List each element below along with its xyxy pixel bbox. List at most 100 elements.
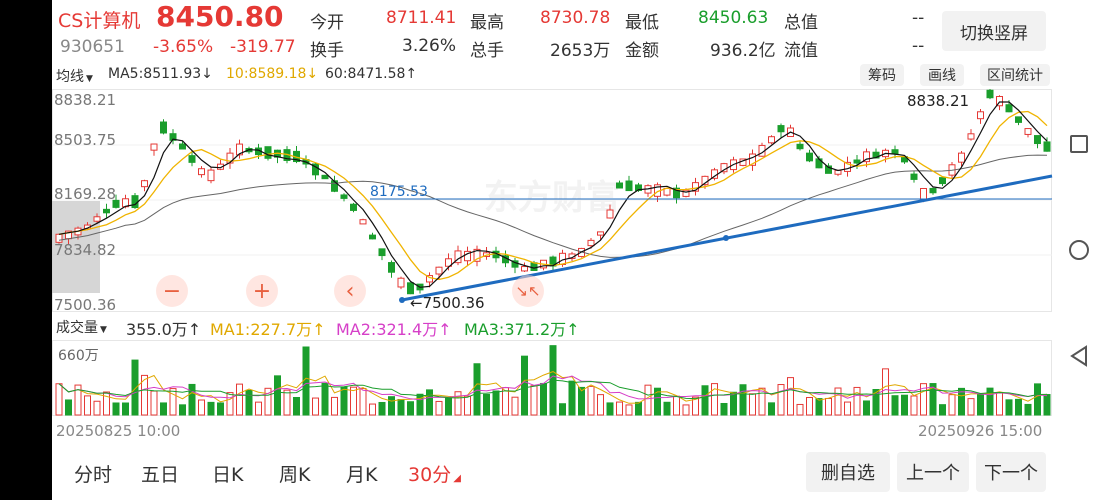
- scroll-handle[interactable]: [52, 201, 100, 293]
- volume-bar: [141, 374, 148, 416]
- ma60-value: 60:8471.58↑: [325, 66, 418, 82]
- volume-bar: [473, 363, 481, 416]
- tab-intraday[interactable]: 分时: [74, 464, 113, 486]
- volume-bar: [625, 404, 633, 416]
- tab-30min-label: 30分: [408, 464, 452, 486]
- volume-bar: [920, 383, 927, 416]
- scroll-left-button[interactable]: ‹: [334, 275, 366, 307]
- ma10-value: 10:8589.18↓: [226, 66, 319, 82]
- remove-favorite-button[interactable]: 删自选: [806, 452, 890, 492]
- stock-code: 930651: [60, 37, 125, 57]
- volume-bars-group: [55, 345, 1051, 416]
- volume-bar: [910, 395, 918, 416]
- stock-name: CS计算机: [58, 10, 141, 32]
- candle: [473, 248, 481, 262]
- volume-bar: [616, 401, 623, 416]
- tab-30min[interactable]: 30分 ◢: [408, 460, 461, 487]
- next-stock-button[interactable]: 下一个: [976, 452, 1046, 492]
- volume-ma2: MA2:321.4万↑: [336, 320, 452, 339]
- horizontal-line-label: 8175.53: [370, 184, 428, 200]
- volume-bar: [103, 391, 110, 416]
- market-cap-value: --: [912, 8, 925, 28]
- open-value: 8711.41: [386, 8, 457, 28]
- candle: [625, 180, 633, 192]
- candle: [967, 133, 975, 140]
- trend-line-handle[interactable]: [723, 235, 729, 241]
- volume-bar: [207, 401, 215, 416]
- tab-five-day[interactable]: 五日: [141, 464, 180, 486]
- candle: [1034, 135, 1041, 145]
- volume-bar: [540, 382, 547, 416]
- volume-bar: [844, 401, 851, 416]
- volume-bar: [122, 402, 129, 416]
- candle: [606, 209, 614, 219]
- candle: [711, 169, 718, 179]
- tab-monthly[interactable]: 月K: [346, 464, 378, 486]
- volume-bar: [369, 403, 376, 416]
- candle: [1024, 128, 1032, 135]
- volume-bar: [1015, 398, 1022, 416]
- zoom-in-button[interactable]: +: [246, 275, 278, 307]
- volume-bar: [996, 392, 1003, 416]
- candle: [920, 187, 927, 201]
- volume-bar: [388, 396, 395, 416]
- volume-selector[interactable]: 成交量 ▼: [56, 317, 107, 337]
- amount-label: 金额: [625, 41, 659, 61]
- volume-bar: [834, 387, 842, 416]
- candle: [530, 262, 538, 271]
- candle: [977, 111, 984, 120]
- back-icon[interactable]: [1069, 345, 1089, 367]
- candle: [188, 155, 196, 163]
- current-price: 8450.80: [156, 0, 284, 33]
- candle: [207, 169, 215, 182]
- volume-bar: [397, 398, 405, 416]
- zoom-out-button[interactable]: −: [156, 275, 188, 307]
- trend-line-handle[interactable]: [399, 297, 405, 303]
- range-stats-button[interactable]: 区间统计: [980, 64, 1050, 86]
- draw-line-button[interactable]: 画线: [920, 64, 964, 86]
- volume-ma1-line: [58, 371, 1048, 404]
- volume-bar: [749, 393, 756, 416]
- hands-value: 2653万: [550, 41, 611, 61]
- chips-button[interactable]: 筹码: [860, 64, 904, 86]
- volume-bar: [340, 386, 348, 416]
- volume-bar: [606, 402, 614, 416]
- tab-weekly[interactable]: 周K: [279, 464, 311, 486]
- volume-ma3: MA3:371.2万↑: [464, 320, 580, 339]
- volume-ma1: MA1:227.7万↑: [210, 320, 326, 339]
- candle: [160, 121, 167, 134]
- volume-bar: [958, 387, 965, 416]
- volume-bar: [274, 375, 281, 416]
- kline-price-chart[interactable]: 东方财富 8175.53 8838.21 8503.75 8169.28 783…: [52, 89, 1053, 314]
- volume-chart[interactable]: 660万: [52, 340, 1053, 417]
- volume-selector-label: 成交量: [56, 320, 98, 336]
- volume-bar: [454, 391, 462, 416]
- candle: [958, 152, 965, 163]
- recent-apps-icon[interactable]: [1070, 135, 1088, 153]
- volume-bar: [787, 377, 794, 416]
- volume-bar: [283, 389, 291, 416]
- tab-daily[interactable]: 日K: [212, 464, 244, 486]
- volume-ma3-line: [58, 379, 1048, 400]
- candle: [635, 184, 642, 191]
- volume-bar: [188, 383, 196, 416]
- low-value: 8450.63: [698, 8, 769, 28]
- ma-selector[interactable]: 均线 ▼: [56, 66, 93, 86]
- amount-value: 936.2亿: [710, 41, 776, 61]
- candle: [388, 262, 395, 273]
- fullscreen-exit-button[interactable]: ↘↖: [512, 275, 544, 307]
- candle: [93, 216, 101, 222]
- candles-group: [55, 89, 1051, 295]
- switch-portrait-button[interactable]: 切换竖屏: [942, 11, 1046, 51]
- volume-bar: [568, 380, 576, 416]
- y-label-2: 8503.75: [54, 131, 116, 149]
- volume-bar: [160, 402, 167, 416]
- previous-stock-button[interactable]: 上一个: [897, 452, 969, 492]
- start-date: 20250825 10:00: [56, 422, 181, 440]
- home-icon[interactable]: [1069, 240, 1089, 260]
- y-label-top: 8838.21: [54, 91, 116, 109]
- candle: [378, 248, 386, 257]
- candle: [863, 151, 870, 163]
- ma5-value: MA5:8511.93↓: [108, 66, 213, 82]
- candle: [1043, 141, 1051, 152]
